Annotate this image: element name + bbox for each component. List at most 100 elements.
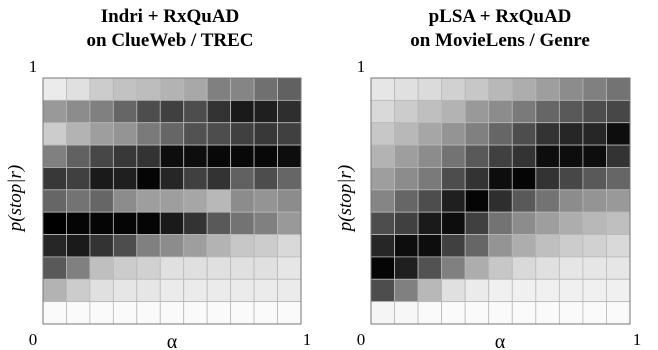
heatmap-cell (535, 256, 560, 280)
heatmap-cell (394, 189, 419, 213)
heatmap-cell (66, 167, 91, 191)
heatmap-cell (606, 301, 631, 325)
heatmap-cell (511, 122, 537, 146)
heatmap-cell (159, 144, 185, 168)
heatmap-cell (370, 211, 395, 235)
heatmap-cell (394, 256, 419, 280)
heatmap-cell (394, 144, 419, 168)
heatmap-cell (370, 99, 395, 124)
heatmap-cell (582, 301, 607, 325)
heatmap-cell (112, 167, 138, 191)
heatmap-cell (370, 256, 395, 280)
heatmap-cell (89, 234, 114, 258)
heatmap-cells (370, 77, 631, 325)
heatmap-cell (230, 144, 255, 168)
y-axis-label: p(stop|r) (5, 165, 26, 233)
heatmap-cell (42, 301, 67, 325)
heatmap-cell (159, 122, 185, 146)
heatmap-cell (112, 77, 138, 101)
heatmap-cell (66, 256, 91, 280)
heatmap-cell (464, 144, 490, 168)
x-tick-right: 1 (303, 330, 312, 349)
heatmap-cell (417, 278, 443, 303)
heatmap-cell (417, 189, 443, 213)
heatmap-cell (112, 144, 138, 168)
heatmap-cell (159, 99, 185, 124)
heatmap-cell (441, 278, 466, 303)
heatmap-cell (89, 256, 114, 280)
heatmap-cell (441, 167, 466, 191)
heatmap-cell (535, 189, 560, 213)
heatmap-cell (582, 77, 607, 101)
heatmap-cell (136, 256, 161, 280)
heatmap-cell (511, 278, 537, 303)
heatmap-cell (394, 122, 419, 146)
heatmap-cell (183, 234, 208, 258)
heatmap-cell (535, 167, 560, 191)
heatmap-cell (230, 211, 255, 235)
heatmap-cell (370, 77, 395, 101)
heatmap-cell (464, 301, 490, 325)
heatmap-cell (253, 189, 278, 213)
heatmap-cell (112, 256, 138, 280)
heatmap-cell (136, 278, 161, 303)
heatmap-cell (277, 144, 302, 168)
heatmap-cell (370, 122, 395, 146)
heatmap-cell (277, 189, 302, 213)
heatmap-cell (206, 189, 232, 213)
heatmap-cell (206, 167, 232, 191)
heatmap-cell (159, 301, 185, 325)
heatmap-cell (89, 99, 114, 124)
heatmap-cell (159, 211, 185, 235)
heatmap-cell (558, 211, 584, 235)
heatmap-cell (511, 167, 537, 191)
heatmap-cell (42, 256, 67, 280)
heatmap-cell (136, 301, 161, 325)
heatmap-cell (606, 122, 631, 146)
heatmap-cell (558, 167, 584, 191)
y-axis-label: p(stop|r) (335, 165, 356, 233)
heatmap-cell (511, 211, 537, 235)
heatmap-cell (66, 234, 91, 258)
heatmap-cell (66, 77, 91, 101)
heatmap-cell (488, 189, 513, 213)
heatmap-cell (89, 278, 114, 303)
heatmap-cell (370, 167, 395, 191)
heatmap-cell (370, 189, 395, 213)
heatmap-cell (558, 99, 584, 124)
heatmap-cell (511, 301, 537, 325)
heatmap-cell (558, 301, 584, 325)
heatmap-cell (183, 256, 208, 280)
heatmap-cell (89, 301, 114, 325)
heatmap-cell (535, 278, 560, 303)
heatmap-cell (582, 234, 607, 258)
heatmap-cell (441, 99, 466, 124)
heatmap-cell (582, 144, 607, 168)
heatmap-cell (206, 77, 232, 101)
heatmap-cell (66, 122, 91, 146)
heatmap-cell (183, 189, 208, 213)
heatmap-cell (464, 278, 490, 303)
heatmap-cell (511, 144, 537, 168)
heatmap-cell (183, 278, 208, 303)
heatmap-cell (277, 122, 302, 146)
heatmap-cell (535, 99, 560, 124)
heatmap-cell (253, 234, 278, 258)
heatmap-cell (136, 211, 161, 235)
heatmap-cell (606, 144, 631, 168)
heatmap-cell (42, 234, 67, 258)
heatmap-cell (558, 144, 584, 168)
heatmap-cells (42, 77, 302, 325)
heatmap-cell (66, 278, 91, 303)
heatmap-cell (136, 99, 161, 124)
heatmap-cell (66, 301, 91, 325)
heatmap-cell (230, 278, 255, 303)
heatmap-cell (136, 77, 161, 101)
heatmap-cell (488, 122, 513, 146)
heatmap-cell (253, 256, 278, 280)
heatmap-cell (253, 99, 278, 124)
heatmap-cell (582, 167, 607, 191)
heatmap-cell (464, 77, 490, 101)
heatmap-cell (277, 301, 302, 325)
heatmap-cell (42, 122, 67, 146)
